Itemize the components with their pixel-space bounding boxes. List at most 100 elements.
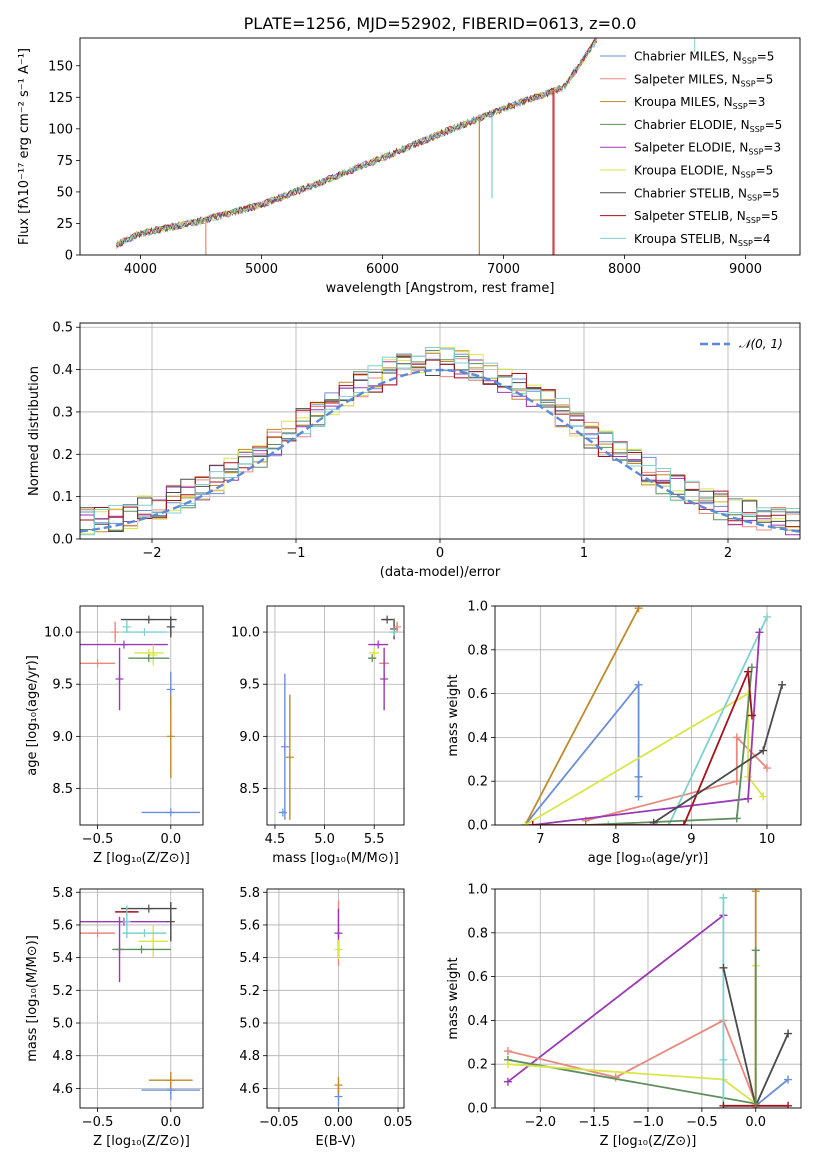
- y-tick-label: 5.2: [52, 984, 73, 999]
- x-tick-label: −0.5: [82, 832, 114, 847]
- legend-label: Kroupa STELIB, NSSP=4: [634, 232, 771, 248]
- y-tick-label: 0.5: [52, 321, 73, 336]
- axes-frame: [79, 37, 801, 256]
- x-tick-label: −0.5: [686, 1115, 718, 1130]
- legend-label-tail: =5: [761, 209, 779, 223]
- axes-frame: [266, 888, 405, 1109]
- data-point: [111, 621, 120, 643]
- panel-mass-vs-ebv: −0.05 0.00 0.05 4.6 4.8 5.0 5.2 5.4 5.6 5.8 E(B-V): [239, 886, 412, 1149]
- y-tick-label: 0.2: [52, 448, 73, 463]
- x-tick-label: 9000: [729, 262, 762, 277]
- legend-label-sub: SSP: [742, 57, 757, 66]
- series-marker: [611, 1073, 620, 1082]
- series-marker: [634, 680, 643, 689]
- y-tick-label: 0.0: [467, 819, 488, 834]
- y-tick-label: 0.6: [467, 970, 488, 985]
- data-point: [166, 616, 175, 638]
- series-marker: [759, 792, 768, 801]
- y-tick-label: 0.8: [467, 926, 488, 941]
- data-point: [368, 640, 389, 649]
- legend-label-sub: SSP: [741, 79, 756, 88]
- y-tick-label: 5.0: [239, 1017, 260, 1032]
- plot-area: [503, 889, 793, 1108]
- series-line: [524, 692, 764, 825]
- legend-label-main: Salpeter STELIB, N: [634, 209, 746, 223]
- legend-label: Chabrier STELIB, NSSP=5: [634, 186, 780, 202]
- legend-label-tail: =4: [753, 232, 771, 246]
- series-marker: [719, 1055, 728, 1064]
- series-marker: [744, 794, 753, 803]
- histogram-step: [80, 355, 800, 528]
- x-axis-label: (data-model)/error: [380, 565, 501, 580]
- data-point: [368, 654, 377, 663]
- series-marker: [521, 821, 530, 825]
- x-tick-label: 5.0: [314, 832, 335, 847]
- x-tick-label: 4.5: [265, 832, 286, 847]
- x-tick-label: 0.05: [384, 1115, 413, 1130]
- y-tick-label: 5.6: [52, 918, 73, 933]
- panel-residuals: −2 −1 0 1 2 0.0 0.1 0.2 0.3 0.4 0.5 (data-model)/er…: [27, 321, 801, 580]
- series-marker: [751, 1099, 760, 1108]
- data-point: [285, 694, 294, 820]
- series-marker: [755, 628, 764, 637]
- x-axis-label: age [log₁₀(age/yr)]: [588, 851, 709, 866]
- y-tick-label: 0.2: [467, 775, 488, 790]
- spectrum-line: [116, 38, 597, 248]
- normal-curve: [80, 368, 800, 533]
- y-tick-label: 8.5: [239, 782, 260, 797]
- y-tick-label: 0.4: [467, 731, 488, 746]
- data-point: [122, 628, 167, 637]
- y-tick-label: 25: [56, 217, 73, 232]
- plot-area: [278, 615, 402, 820]
- legend-label-tail: =5: [756, 164, 774, 178]
- legend-label-sub: SSP: [748, 148, 763, 157]
- x-axis-label: Z [log₁₀(Z/Z⊙)]: [93, 1134, 190, 1149]
- series-line: [532, 671, 753, 825]
- series-marker: [528, 821, 537, 825]
- plot-area: [80, 902, 201, 1100]
- y-tick-label: 9.0: [239, 730, 260, 745]
- spectrum-line: [116, 38, 598, 249]
- y-axis-label: age [log₁₀(age/yr)]: [25, 655, 40, 776]
- legend-label: Kroupa MILES, NSSP=3: [634, 95, 765, 111]
- series-marker: [732, 777, 741, 786]
- data-point: [122, 905, 131, 939]
- series-marker: [503, 1047, 512, 1056]
- series-line: [507, 1019, 757, 1104]
- y-tick-label: 9.0: [52, 730, 73, 745]
- plot-area: [521, 606, 787, 825]
- series-line: [524, 607, 640, 825]
- x-tick-label: 0.00: [324, 1115, 353, 1130]
- data-point: [334, 1076, 343, 1094]
- x-tick-label: 7000: [487, 262, 520, 277]
- axes-frame: [494, 605, 802, 826]
- x-axis-label: Z [log₁₀(Z/Z⊙)]: [93, 851, 190, 866]
- x-tick-label: −2: [142, 546, 161, 561]
- y-tick-label: 0.0: [52, 533, 73, 548]
- data-point: [280, 673, 289, 820]
- y-tick-label: 0.4: [467, 1014, 488, 1029]
- series-marker: [763, 764, 771, 773]
- legend-label-tail: =5: [765, 118, 783, 132]
- series-marker: [664, 821, 673, 825]
- x-tick-label: −1.0: [632, 1115, 664, 1130]
- y-tick-label: 8.5: [52, 782, 73, 797]
- y-tick-label: 0.1: [52, 490, 73, 505]
- panel-mass-vs-z: −0.5 0.0 4.6 4.8 5.0 5.2 5.4 5.6 5.8 Z [log₁₀(Z/Z…: [25, 886, 204, 1149]
- y-axis-label: Flux [fλ10⁻¹⁷ erg cm⁻² s⁻¹ A⁻¹]: [17, 48, 32, 245]
- y-tick-label: 100: [48, 122, 73, 137]
- x-tick-label: 10: [759, 832, 776, 847]
- panel-weight-vs-z: −2.0 −1.5 −1.0 −0.5 0.0 0.0 0.2 0.4 0.6 0.8 1.0 Z […: [446, 883, 802, 1149]
- x-axis-label: mass [log₁₀(M/M⊙)]: [272, 851, 399, 866]
- series-marker: [751, 946, 760, 955]
- data-point: [122, 929, 167, 938]
- series-marker: [784, 1029, 793, 1038]
- axes-frame: [79, 605, 204, 826]
- legend-label-tail: =5: [756, 72, 774, 86]
- series-marker: [784, 1075, 793, 1084]
- y-tick-label: 9.5: [239, 678, 260, 693]
- y-tick-label: 0.3: [52, 405, 73, 420]
- data-point: [115, 647, 124, 711]
- series-line: [507, 914, 724, 1083]
